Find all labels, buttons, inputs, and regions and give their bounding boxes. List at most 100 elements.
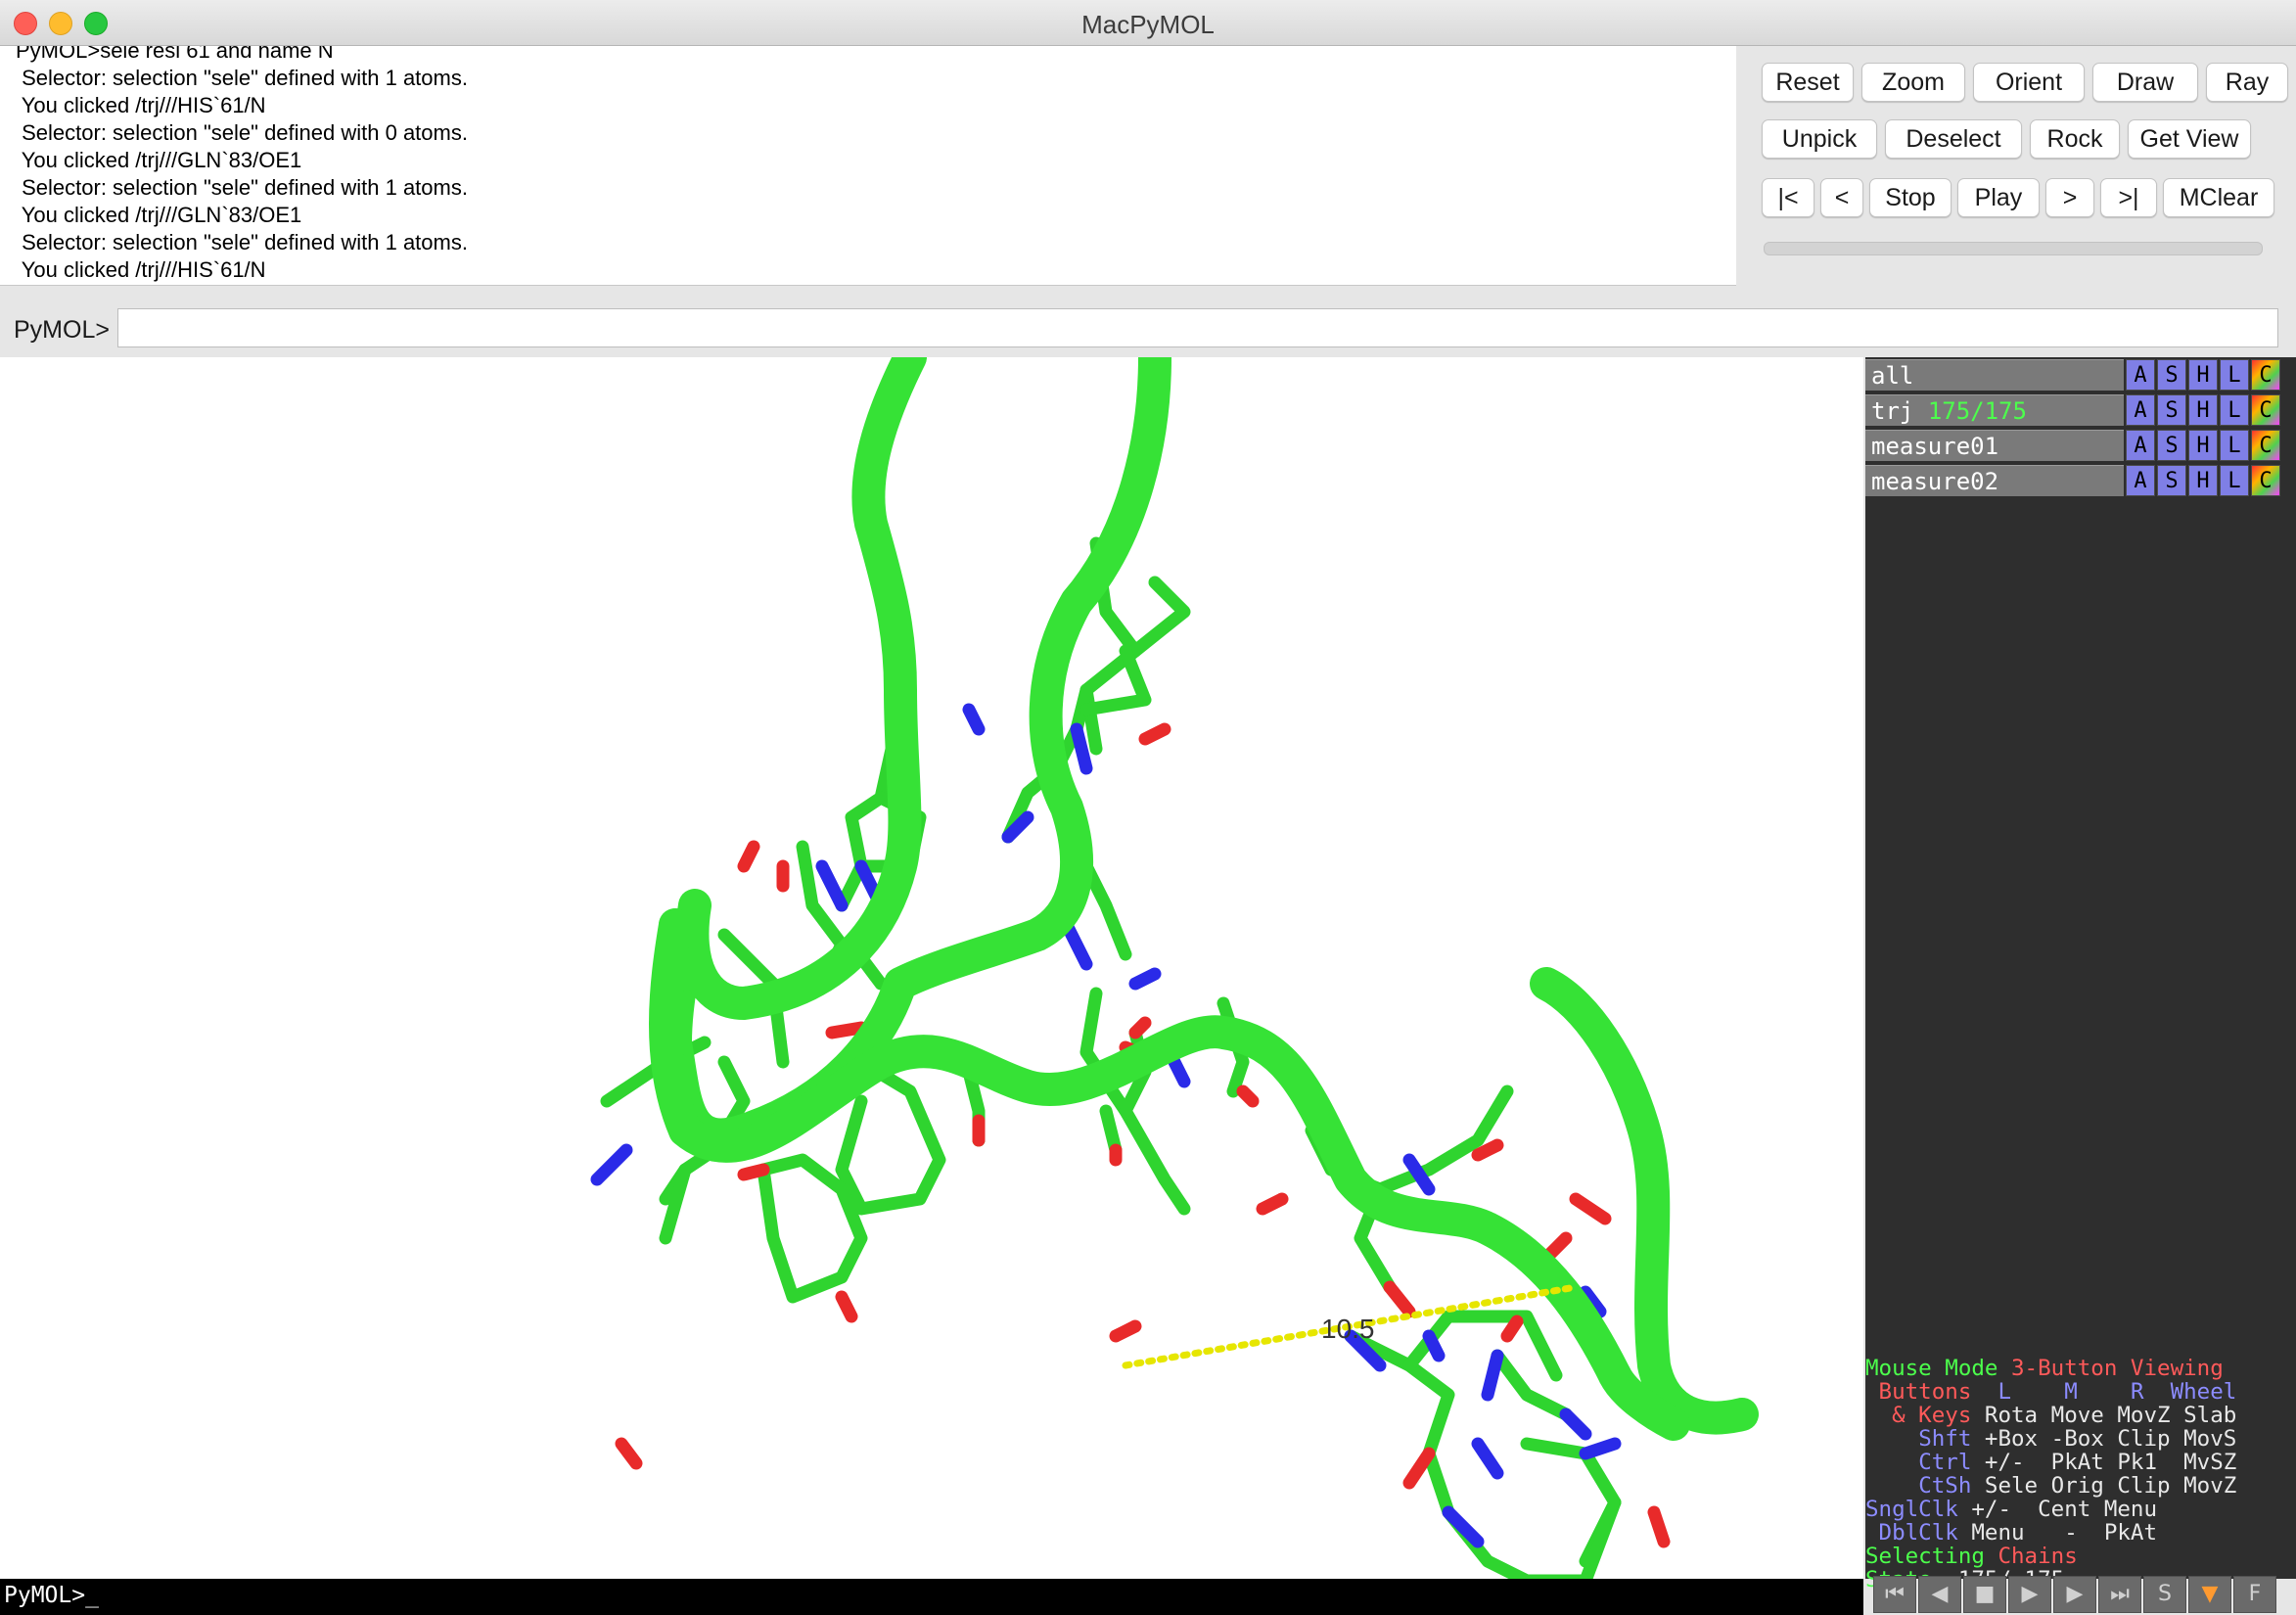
object-name[interactable]: trj 175/175: [1865, 394, 2124, 426]
zoom-window-button[interactable]: [84, 12, 108, 35]
action-button[interactable]: A: [2126, 465, 2155, 496]
step-forward-icon[interactable]: ▶: [2053, 1576, 2096, 1613]
orient-button[interactable]: Orient: [1973, 63, 2085, 102]
mouse-row: Shft +Box -Box Clip MovS: [1865, 1427, 2296, 1451]
fullscreen-button[interactable]: F: [2233, 1576, 2276, 1613]
label-button[interactable]: L: [2220, 359, 2249, 391]
log-line: Selector: selection "sele" defined with …: [16, 66, 468, 90]
play-icon[interactable]: ▶: [2008, 1576, 2051, 1613]
row-val: Cent: [2038, 1497, 2091, 1522]
next-frame-button[interactable]: >: [2045, 178, 2094, 217]
object-row-measure01[interactable]: measure01 A S H L C: [1865, 430, 2296, 463]
dropdown-icon[interactable]: ▼: [2188, 1576, 2231, 1613]
show-button[interactable]: S: [2157, 359, 2186, 391]
row-val: MovS: [2183, 1426, 2237, 1452]
show-button[interactable]: S: [2157, 430, 2186, 461]
hide-button[interactable]: H: [2188, 394, 2218, 426]
col-wheel: Wheel: [2170, 1379, 2237, 1405]
action-button[interactable]: A: [2126, 394, 2155, 426]
row-val: Slab: [2183, 1403, 2237, 1428]
minimize-window-button[interactable]: [49, 12, 72, 35]
log-line: PyMOL>sele resi 61 and name N: [16, 46, 334, 63]
object-row-measure02[interactable]: measure02 A S H L C: [1865, 465, 2296, 498]
deselect-button[interactable]: Deselect: [1885, 119, 2022, 159]
command-input[interactable]: [117, 308, 2278, 347]
row-val: PkAt: [2050, 1450, 2104, 1475]
color-button[interactable]: C: [2251, 359, 2280, 391]
object-row-trj[interactable]: trj 175/175 A S H L C: [1865, 394, 2296, 428]
object-name[interactable]: all: [1865, 359, 2124, 391]
previous-frame-button[interactable]: <: [1820, 178, 1863, 217]
mouse-row: Ctrl +/- PkAt Pk1 MvSZ: [1865, 1451, 2296, 1474]
oxygen-atoms: [615, 683, 1671, 1548]
row-key: & Keys: [1892, 1403, 1972, 1428]
draw-button[interactable]: Draw: [2092, 63, 2198, 102]
log-line: Selector: selection "sele" defined with …: [16, 120, 468, 145]
mclear-button[interactable]: MClear: [2163, 178, 2274, 217]
molecular-viewport[interactable]: 10.5: [0, 357, 1863, 1579]
step-back-icon[interactable]: ◀: [1918, 1576, 1961, 1613]
col-r: R: [2130, 1379, 2144, 1405]
title-bar: MacPyMOL: [0, 0, 2296, 46]
unpick-button[interactable]: Unpick: [1762, 119, 1877, 159]
action-button[interactable]: A: [2126, 359, 2155, 391]
command-prompt-label: PyMOL>: [14, 316, 110, 344]
hide-button[interactable]: H: [2188, 465, 2218, 496]
object-state: 175/175: [1927, 397, 2027, 425]
row-val: Clip: [2117, 1473, 2171, 1499]
object-row-all[interactable]: all A S H L C: [1865, 359, 2296, 392]
show-button[interactable]: S: [2157, 465, 2186, 496]
ray-button[interactable]: Ray: [2206, 63, 2288, 102]
fast-forward-icon[interactable]: ⏭: [2098, 1576, 2141, 1613]
log-line: You clicked /trj///GLN`83/OE1: [16, 203, 302, 227]
row-key: Shft: [1918, 1426, 1972, 1452]
label-button[interactable]: L: [2220, 430, 2249, 461]
mouse-mode-info[interactable]: Mouse Mode 3-Button Viewing Buttons L M …: [1865, 1333, 2296, 1592]
rock-button[interactable]: Rock: [2030, 119, 2120, 159]
mouse-row: SnglClk +/- Cent Menu: [1865, 1498, 2296, 1521]
stop-icon[interactable]: ■: [1963, 1576, 2006, 1613]
row-val: Menu: [1971, 1520, 2025, 1546]
row-val: +Box: [1984, 1426, 2039, 1452]
row-key: CtSh: [1918, 1473, 1972, 1499]
close-window-button[interactable]: [14, 12, 37, 35]
action-button[interactable]: A: [2126, 430, 2155, 461]
row-val: Orig: [2050, 1473, 2104, 1499]
show-button[interactable]: S: [2157, 394, 2186, 426]
molecule-rendering: 10.5: [590, 357, 1759, 1579]
last-frame-button[interactable]: >|: [2100, 178, 2157, 217]
hide-button[interactable]: H: [2188, 430, 2218, 461]
object-name[interactable]: measure02: [1865, 465, 2124, 496]
distance-measure-line: [1122, 1283, 1580, 1369]
row-val: Sele: [1984, 1473, 2039, 1499]
color-button[interactable]: C: [2251, 394, 2280, 426]
mouse-mode-line: Mouse Mode 3-Button Viewing: [1865, 1357, 2296, 1380]
log-output[interactable]: PyMOL>sele resi 61 and name N Selector: …: [0, 46, 1736, 286]
mouse-row: DblClk Menu - PkAt: [1865, 1521, 2296, 1545]
zoom-button[interactable]: Zoom: [1861, 63, 1965, 102]
log-line: You clicked /trj///GLN`83/OE1: [16, 148, 302, 172]
get-view-button[interactable]: Get View: [2128, 119, 2251, 159]
play-button[interactable]: Play: [1957, 178, 2040, 217]
selecting-line: Selecting Chains: [1865, 1545, 2296, 1568]
row-val: Move: [2050, 1403, 2104, 1428]
row-key: SnglClk: [1865, 1497, 1958, 1522]
row-val: PkAt: [2103, 1520, 2158, 1546]
mouse-mode-value: 3-Button Viewing: [2011, 1356, 2224, 1381]
hide-button[interactable]: H: [2188, 359, 2218, 391]
object-name[interactable]: measure01: [1865, 430, 2124, 461]
log-line: You clicked /trj///HIS`61/N: [16, 257, 266, 282]
label-button[interactable]: L: [2220, 394, 2249, 426]
label-button[interactable]: L: [2220, 465, 2249, 496]
rewind-icon[interactable]: ⏮: [1873, 1576, 1916, 1613]
log-line: You clicked /trj///HIS`61/N: [16, 93, 266, 117]
stop-button[interactable]: Stop: [1869, 178, 1952, 217]
reset-button[interactable]: Reset: [1762, 63, 1854, 102]
color-button[interactable]: C: [2251, 465, 2280, 496]
row-val: +/-: [1984, 1450, 2025, 1475]
scene-button[interactable]: S: [2143, 1576, 2186, 1613]
color-button[interactable]: C: [2251, 430, 2280, 461]
movie-progress-slider[interactable]: [1764, 242, 2263, 255]
bottom-command-line[interactable]: PyMOL>_: [0, 1579, 1863, 1615]
first-frame-button[interactable]: |<: [1762, 178, 1814, 217]
